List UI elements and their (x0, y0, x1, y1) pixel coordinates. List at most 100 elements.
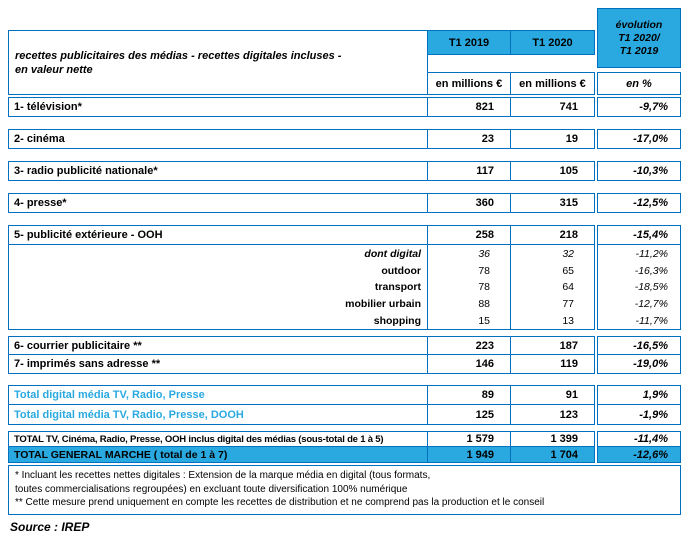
ooh-sub-labels: dont digital outdoor transport mobilier … (8, 245, 428, 330)
ooh-sub-value: 15 (478, 314, 490, 327)
value-2019: 821 (428, 97, 511, 117)
value-2020: 91 (511, 385, 595, 405)
header-spacer (511, 55, 595, 72)
value-2019: 258 (428, 225, 511, 245)
unit-header-millions-1: en millions € (428, 72, 511, 95)
row-total-digital-1: Total digital média TV, Radio, Presse 89… (8, 385, 681, 405)
ooh-sub-value: 64 (562, 281, 574, 294)
ooh-sub-value: 78 (478, 281, 490, 294)
row-courrier: 6- courrier publicitaire ** 223 187 -16,… (8, 336, 681, 355)
row-label: 7- imprimés sans adresse ** (8, 355, 428, 374)
ooh-sub-value: 36 (478, 248, 490, 261)
value-2019: 223 (428, 336, 511, 355)
evolution-header-line2: T1 2020/ (618, 31, 660, 44)
value-evolution: -11,4% (597, 431, 681, 447)
ooh-sub-evolution: -11,7% (635, 314, 669, 327)
row-label: Total digital média TV, Radio, Presse, D… (8, 405, 428, 425)
header-col-t1-2020: T1 2020 en millions € (511, 30, 595, 95)
ooh-sub-label: dont digital (364, 248, 421, 261)
col-header-t1-2019: T1 2019 (428, 30, 511, 55)
value-2019: 117 (428, 161, 511, 181)
ooh-sub-evolution: -12,7% (634, 298, 668, 311)
header-col-evolution: évolution T1 2020/ T1 2019 en % (595, 8, 681, 95)
ooh-sub-value: 13 (562, 314, 574, 327)
ooh-sub-evolution: -11,2% (635, 248, 669, 261)
footnote-1-line2: toutes commercialisations regroupées) en… (15, 483, 408, 495)
value-2020: 1 704 (511, 447, 595, 463)
unit-header-percent: en % (597, 72, 681, 95)
evolution-header-line1: évolution (615, 18, 663, 31)
row-label: 6- courrier publicitaire ** (8, 336, 428, 355)
ooh-sub-label: transport (374, 281, 421, 294)
ooh-sub-rows: dont digital outdoor transport mobilier … (8, 245, 681, 330)
row-label: 1- télévision* (8, 97, 428, 117)
value-2020: 123 (511, 405, 595, 425)
footnote-2: ** Cette mesure prend uniquement en comp… (15, 497, 545, 508)
ooh-sub-value: 78 (478, 264, 490, 277)
value-evolution: -10,3% (597, 161, 681, 181)
row-cinema: 2- cinéma 23 19 -17,0% (8, 129, 681, 149)
table-title-line1: recettes publicitaires des médias - rece… (15, 49, 342, 62)
value-2019: 125 (428, 405, 511, 425)
value-evolution: -1,9% (597, 405, 681, 425)
value-evolution: -16,5% (597, 336, 681, 355)
value-2020: 187 (511, 336, 595, 355)
row-total-digital-2: Total digital média TV, Radio, Presse, D… (8, 405, 681, 425)
value-2020: 315 (511, 193, 595, 213)
row-imprimes: 7- imprimés sans adresse ** 146 119 -19,… (8, 355, 681, 374)
value-evolution: -17,0% (597, 129, 681, 149)
row-presse: 4- presse* 360 315 -12,5% (8, 193, 681, 213)
ooh-sub-values-evolution: -11,2% -16,3% -18,5% -12,7% -11,7% (597, 245, 681, 330)
footnote-1-line1: * Incluant les recettes nettes digitales… (15, 470, 431, 481)
value-2019: 146 (428, 355, 511, 374)
ooh-sub-label: shopping (373, 314, 421, 327)
value-2020: 19 (511, 129, 595, 149)
value-2020: 119 (511, 355, 595, 374)
value-evolution: 1,9% (597, 385, 681, 405)
value-evolution: -19,0% (597, 355, 681, 374)
row-label: 3- radio publicité nationale* (8, 161, 428, 181)
ooh-sub-value: 65 (562, 264, 574, 277)
evolution-header-line3: T1 2019 (619, 44, 659, 57)
value-2020: 741 (511, 97, 595, 117)
row-radio: 3- radio publicité nationale* 117 105 -1… (8, 161, 681, 181)
ooh-sub-value: 77 (562, 298, 574, 311)
header-spacer (428, 55, 511, 72)
ooh-sub-values-2020: 32 65 64 77 13 (511, 245, 595, 330)
row-label: TOTAL TV, Cinéma, Radio, Presse, OOH inc… (8, 431, 428, 447)
value-evolution: -15,4% (597, 225, 681, 245)
rows-total-digital: Total digital média TV, Radio, Presse 89… (8, 385, 681, 425)
value-2019: 89 (428, 385, 511, 405)
value-evolution: -12,5% (597, 193, 681, 213)
value-2019: 1 579 (428, 431, 511, 447)
table-title-cell: recettes publicitaires des médias - rece… (8, 30, 428, 95)
col-header-t1-2020: T1 2020 (511, 30, 595, 55)
source-label: Source : IREP (10, 519, 90, 534)
row-label: TOTAL GENERAL MARCHE ( total de 1 à 7) (8, 447, 428, 463)
value-evolution: -12,6% (597, 447, 681, 463)
row-label: Total digital média TV, Radio, Presse (8, 385, 428, 405)
row-label: 5- publicité extérieure - OOH (8, 225, 428, 245)
ooh-sub-evolution: -16,3% (634, 264, 668, 277)
row-label: 4- presse* (8, 193, 428, 213)
ooh-sub-value: 88 (478, 298, 490, 311)
rows-totals: TOTAL TV, Cinéma, Radio, Presse, OOH inc… (8, 431, 681, 463)
value-evolution: -9,7% (597, 97, 681, 117)
footnotes-box: * Incluant les recettes nettes digitales… (8, 465, 681, 515)
value-2020: 218 (511, 225, 595, 245)
value-2019: 360 (428, 193, 511, 213)
value-2019: 23 (428, 129, 511, 149)
value-2020: 1 399 (511, 431, 595, 447)
table-header: recettes publicitaires des médias - rece… (8, 8, 681, 95)
row-ooh: 5- publicité extérieure - OOH 258 218 -1… (8, 225, 681, 330)
ooh-sub-values-2019: 36 78 78 88 15 (428, 245, 511, 330)
table-title-line2: en valeur nette (15, 63, 93, 76)
value-2019: 1 949 (428, 447, 511, 463)
unit-header-millions-2: en millions € (511, 72, 595, 95)
col-header-evolution: évolution T1 2020/ T1 2019 (597, 8, 681, 68)
ooh-sub-evolution: -18,5% (634, 281, 668, 294)
row-total-general: TOTAL GENERAL MARCHE ( total de 1 à 7) 1… (8, 447, 681, 463)
row-label: 2- cinéma (8, 129, 428, 149)
ooh-sub-value: 32 (562, 248, 574, 261)
